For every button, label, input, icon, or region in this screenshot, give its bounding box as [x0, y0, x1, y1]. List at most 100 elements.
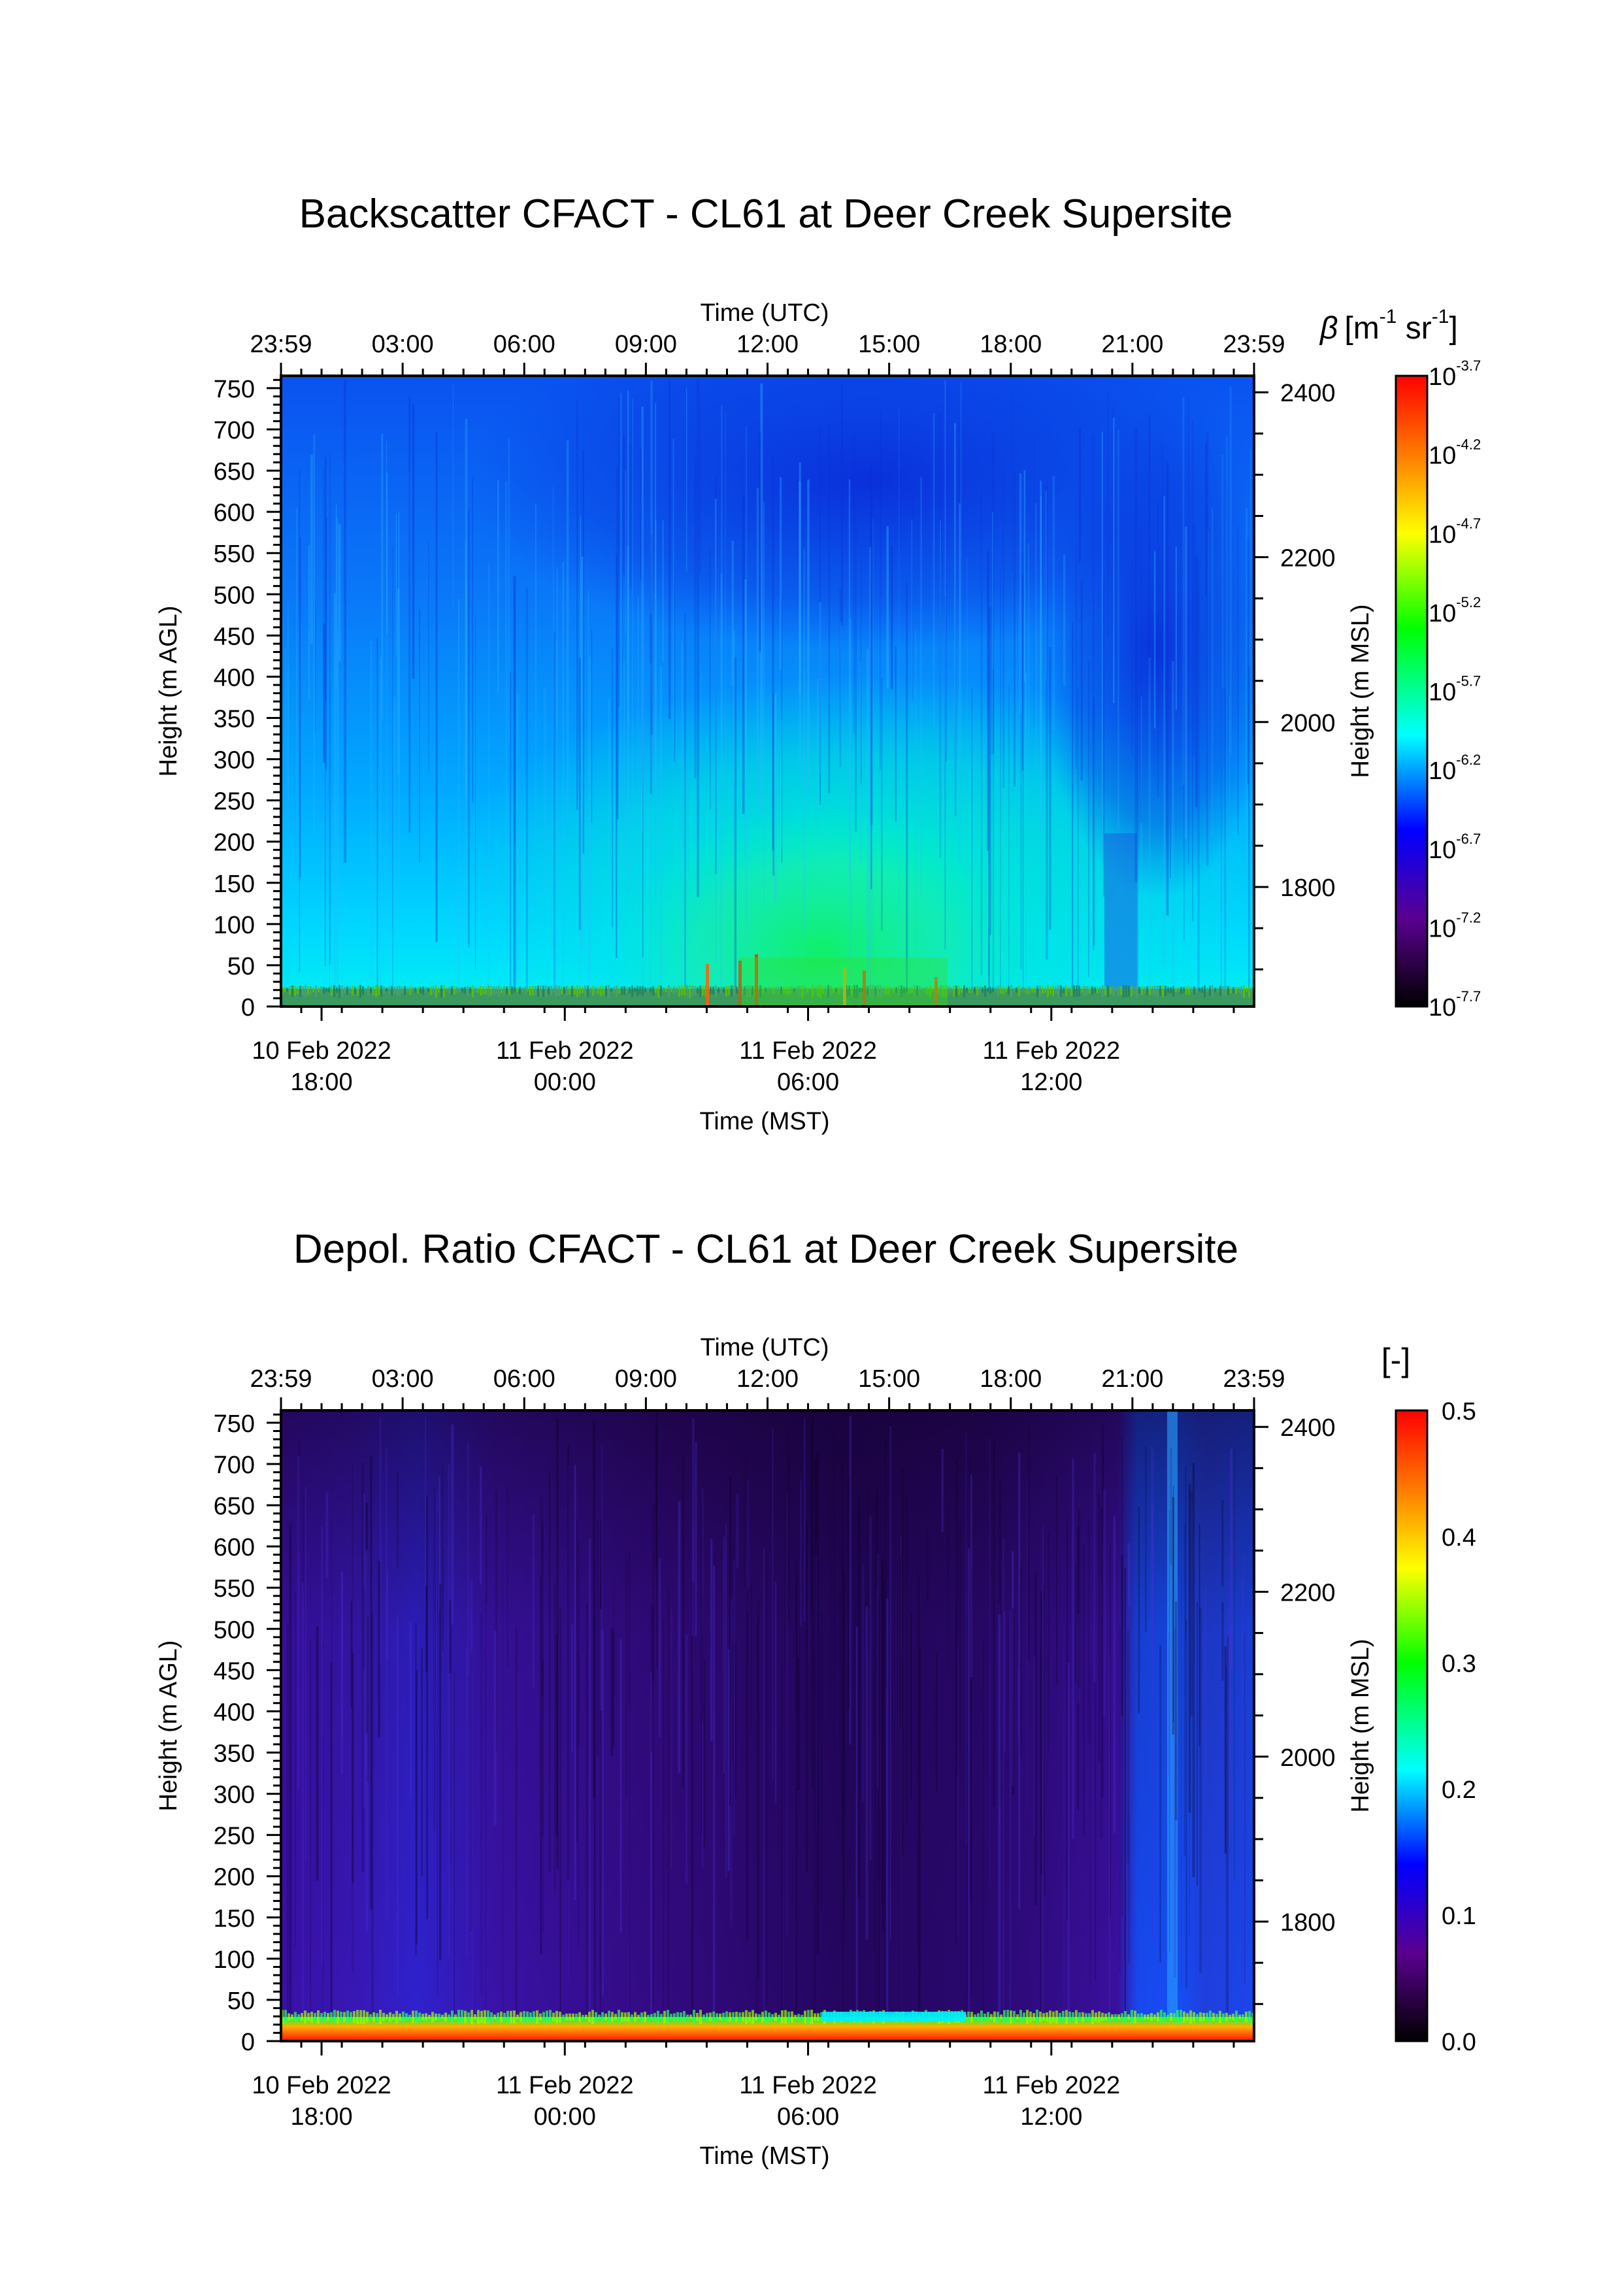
texture-stripe	[571, 1623, 573, 1753]
texture-stripe	[813, 1650, 816, 2041]
colorbar-tick-label: 10-4.2	[1429, 437, 1481, 470]
texture-stripe	[872, 518, 874, 983]
texture-stripe	[323, 470, 325, 758]
texture-stripe	[542, 1522, 544, 1697]
texture-stripe	[380, 656, 382, 1007]
texture-stripe	[1240, 986, 1242, 995]
texture-stripe	[1209, 2010, 1212, 2023]
texture-stripe	[1163, 2012, 1166, 2022]
texture-stripe	[404, 986, 406, 995]
texture-stripe	[612, 1632, 615, 1747]
texture-stripe	[1000, 2014, 1002, 2020]
texture-stripe	[1040, 496, 1042, 908]
texture-stripe	[1076, 985, 1078, 997]
texture-stripe	[710, 986, 712, 994]
texture-stripe	[566, 440, 569, 820]
texture-stripe	[660, 2014, 663, 2020]
texture-stripe	[940, 520, 941, 722]
texture-stripe	[881, 1561, 884, 1903]
texture-stripe	[416, 1670, 418, 1945]
texture-stripe	[467, 2012, 470, 2021]
texture-stripe	[1009, 1610, 1011, 2041]
texture-stripe	[787, 2011, 790, 2023]
texture-stripe	[694, 458, 697, 778]
texture-stripe	[1245, 2011, 1248, 2023]
texture-stripe	[700, 393, 701, 573]
texture-stripe	[652, 1505, 655, 1682]
texture-stripe	[353, 2011, 355, 2023]
colorbar-tick-label: 0.0	[1442, 2029, 1476, 2056]
texture-stripe	[288, 666, 289, 835]
texture-stripe	[655, 987, 657, 993]
texture-stripe	[1004, 1612, 1006, 1753]
texture-stripe	[291, 985, 293, 997]
texture-stripe	[812, 1604, 814, 1693]
texture-stripe	[1196, 987, 1198, 993]
texture-stripe	[775, 986, 777, 994]
texture-stripe	[393, 986, 395, 994]
texture-stripe	[765, 2010, 767, 2023]
texture-stripe	[438, 1476, 440, 1612]
texture-stripe	[674, 574, 676, 762]
texture-stripe	[974, 2014, 976, 2020]
texture-stripe	[967, 1616, 968, 2041]
texture-stripe	[395, 2010, 398, 2023]
texture-stripe	[441, 2014, 444, 2020]
texture-stripe	[881, 677, 883, 931]
colorbar-label: [-]	[1381, 1342, 1410, 1378]
texture-stripe	[989, 607, 991, 935]
texture-stripe	[1021, 987, 1023, 993]
x-top-tick-label: 18:00	[980, 1365, 1042, 1393]
texture-stripe	[709, 546, 711, 810]
texture-stripe	[513, 2010, 516, 2023]
texture-stripe	[412, 2010, 414, 2023]
texture-stripe	[1076, 544, 1077, 769]
texture-stripe	[284, 987, 286, 992]
texture-stripe	[1077, 689, 1079, 1007]
texture-stripe	[1229, 386, 1232, 756]
texture-stripe	[1002, 473, 1004, 788]
texture-stripe	[1186, 2013, 1189, 2021]
texture-stripe	[920, 476, 922, 898]
x-bottom-tick-date: 10 Feb 2022	[252, 1037, 391, 1065]
texture-stripe	[471, 2010, 473, 2024]
texture-stripe	[767, 987, 769, 993]
texture-stripe	[1206, 2012, 1208, 2021]
texture-stripe	[535, 503, 537, 914]
texture-stripe	[408, 397, 411, 833]
texture-stripe	[485, 986, 487, 995]
texture-stripe	[576, 1520, 578, 1842]
texture-stripe	[752, 986, 753, 995]
y2-tick-label: 2400	[1280, 380, 1336, 407]
texture-stripe	[1089, 986, 1091, 994]
texture-stripe	[359, 985, 361, 998]
texture-stripe	[796, 986, 798, 995]
texture-stripe	[363, 1493, 365, 1589]
texture-stripe	[289, 1523, 292, 2040]
texture-stripe	[1183, 987, 1185, 993]
texture-stripe	[1101, 431, 1103, 861]
texture-stripe	[636, 986, 638, 997]
texture-stripe	[391, 986, 393, 996]
texture-stripe	[1113, 418, 1115, 703]
texture-stripe	[1176, 2010, 1179, 2024]
texture-stripe	[808, 1545, 809, 1664]
texture-stripe	[444, 2012, 447, 2021]
texture-stripe	[585, 2014, 587, 2020]
texture-stripe	[735, 2012, 738, 2022]
texture-stripe	[302, 986, 304, 995]
texture-stripe	[402, 2011, 405, 2022]
texture-stripe	[284, 2010, 287, 2024]
texture-stripe	[970, 2012, 973, 2022]
texture-stripe	[1224, 1646, 1227, 1854]
texture-stripe	[876, 1489, 878, 1588]
texture-stripe	[325, 517, 327, 771]
texture-stripe	[839, 1591, 841, 1750]
texture-stripe	[1014, 473, 1016, 787]
texture-stripe	[895, 987, 897, 993]
texture-stripe	[1100, 1506, 1102, 1838]
texture-stripe	[657, 2010, 659, 2023]
texture-stripe	[1013, 988, 1015, 992]
texture-stripe	[552, 2012, 555, 2021]
texture-stripe	[1080, 580, 1083, 781]
